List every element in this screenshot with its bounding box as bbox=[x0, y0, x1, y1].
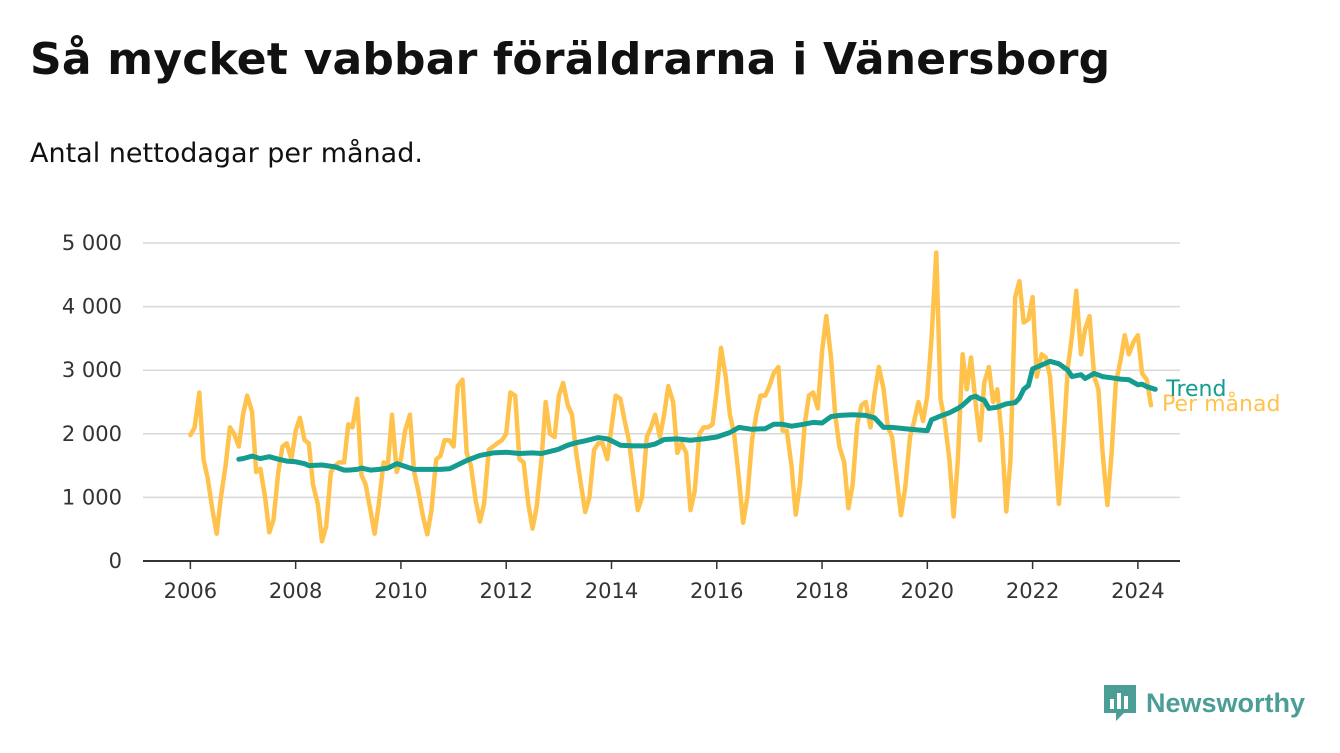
x-tick-label: 2020 bbox=[901, 579, 954, 603]
y-tick-label: 5 000 bbox=[62, 231, 122, 255]
x-tick-label: 2012 bbox=[479, 579, 532, 603]
brand-name: Newsworthy bbox=[1146, 687, 1306, 718]
series-label-per-manad: Per månad bbox=[1162, 391, 1280, 417]
x-tick-label: 2014 bbox=[585, 579, 638, 603]
x-tick-label: 2006 bbox=[164, 579, 217, 603]
gridlines bbox=[143, 242, 1180, 499]
x-tick-label: 2024 bbox=[1111, 579, 1164, 603]
series-lines bbox=[188, 250, 1158, 544]
x-tick-label: 2008 bbox=[269, 579, 322, 603]
series-label-trend: Trend bbox=[1165, 377, 1226, 402]
series-line-per-manad bbox=[188, 250, 1154, 544]
y-tick-label: 1 000 bbox=[62, 485, 122, 509]
y-tick-label: 2 000 bbox=[62, 422, 122, 446]
chart-subtitle: Antal nettodagar per månad. bbox=[30, 138, 423, 169]
axes: 0 1 000 2 000 3 000 4 000 5 000 2006 2008 2010 20… bbox=[62, 231, 1180, 603]
y-tick-label: 4 000 bbox=[62, 295, 122, 319]
bar-chart-speech-bubble-icon bbox=[1104, 685, 1136, 721]
series-line-trend bbox=[236, 358, 1158, 473]
y-tick-label: 3 000 bbox=[62, 358, 122, 382]
chart-title: Så mycket vabbar föräldrarna i Vänersbor… bbox=[30, 34, 1111, 85]
y-tick-label: 0 bbox=[109, 549, 122, 573]
x-tick-label: 2010 bbox=[374, 579, 427, 603]
x-tick-label: 2022 bbox=[1006, 579, 1059, 603]
x-tick-label: 2016 bbox=[690, 579, 743, 603]
x-tick-label: 2018 bbox=[795, 579, 848, 603]
newsworthy-logo: Newsworthy bbox=[1102, 683, 1305, 723]
